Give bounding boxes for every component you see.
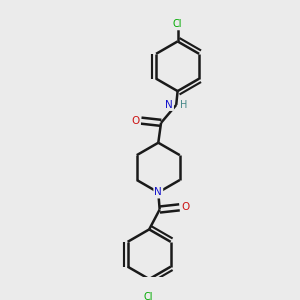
Text: O: O xyxy=(131,116,140,126)
Text: O: O xyxy=(181,202,189,212)
Text: Cl: Cl xyxy=(143,292,152,300)
Text: N: N xyxy=(154,188,162,197)
Text: Cl: Cl xyxy=(173,19,182,29)
Text: H: H xyxy=(180,100,188,110)
Text: N: N xyxy=(165,100,173,110)
